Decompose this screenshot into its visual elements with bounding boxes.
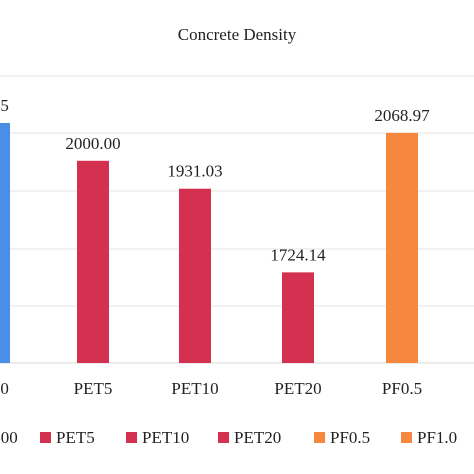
x-tick-label: PF0.5 xyxy=(382,379,422,398)
legend-swatch xyxy=(40,432,51,443)
legend-label: PET10 xyxy=(142,428,189,447)
bar-pet10 xyxy=(179,188,211,363)
legend-label: ...00 xyxy=(0,428,18,447)
data-label: 2000.00 xyxy=(65,134,120,153)
x-tick-label: PET20 xyxy=(274,379,321,398)
data-label: ...45 xyxy=(0,96,9,115)
legend-label: PET20 xyxy=(234,428,281,447)
legend-swatch xyxy=(218,432,229,443)
x-tick-label: PET5 xyxy=(74,379,113,398)
legend-swatch xyxy=(314,432,325,443)
bar-pf0-5 xyxy=(386,132,418,363)
data-label: 1724.14 xyxy=(270,245,326,264)
x-tick-label: ...00 xyxy=(0,379,9,398)
bar-pet20 xyxy=(282,272,314,363)
legend-label: PF0.5 xyxy=(330,428,370,447)
legend-label: PF1.0 xyxy=(417,428,457,447)
legend: ...00 PET5 PET10 PET20 PF0.5 PF1.0 xyxy=(0,428,457,447)
legend-swatch xyxy=(401,432,412,443)
legend-swatch xyxy=(126,432,137,443)
bar--00 xyxy=(0,123,10,363)
bar-pet5 xyxy=(77,160,109,363)
legend-label: PET5 xyxy=(56,428,95,447)
x-tick-label: PET10 xyxy=(171,379,218,398)
data-label: 2068.97 xyxy=(374,106,430,125)
chart-title: Concrete Density xyxy=(178,25,297,44)
bars xyxy=(0,123,418,363)
data-label: 1931.03 xyxy=(167,162,222,181)
